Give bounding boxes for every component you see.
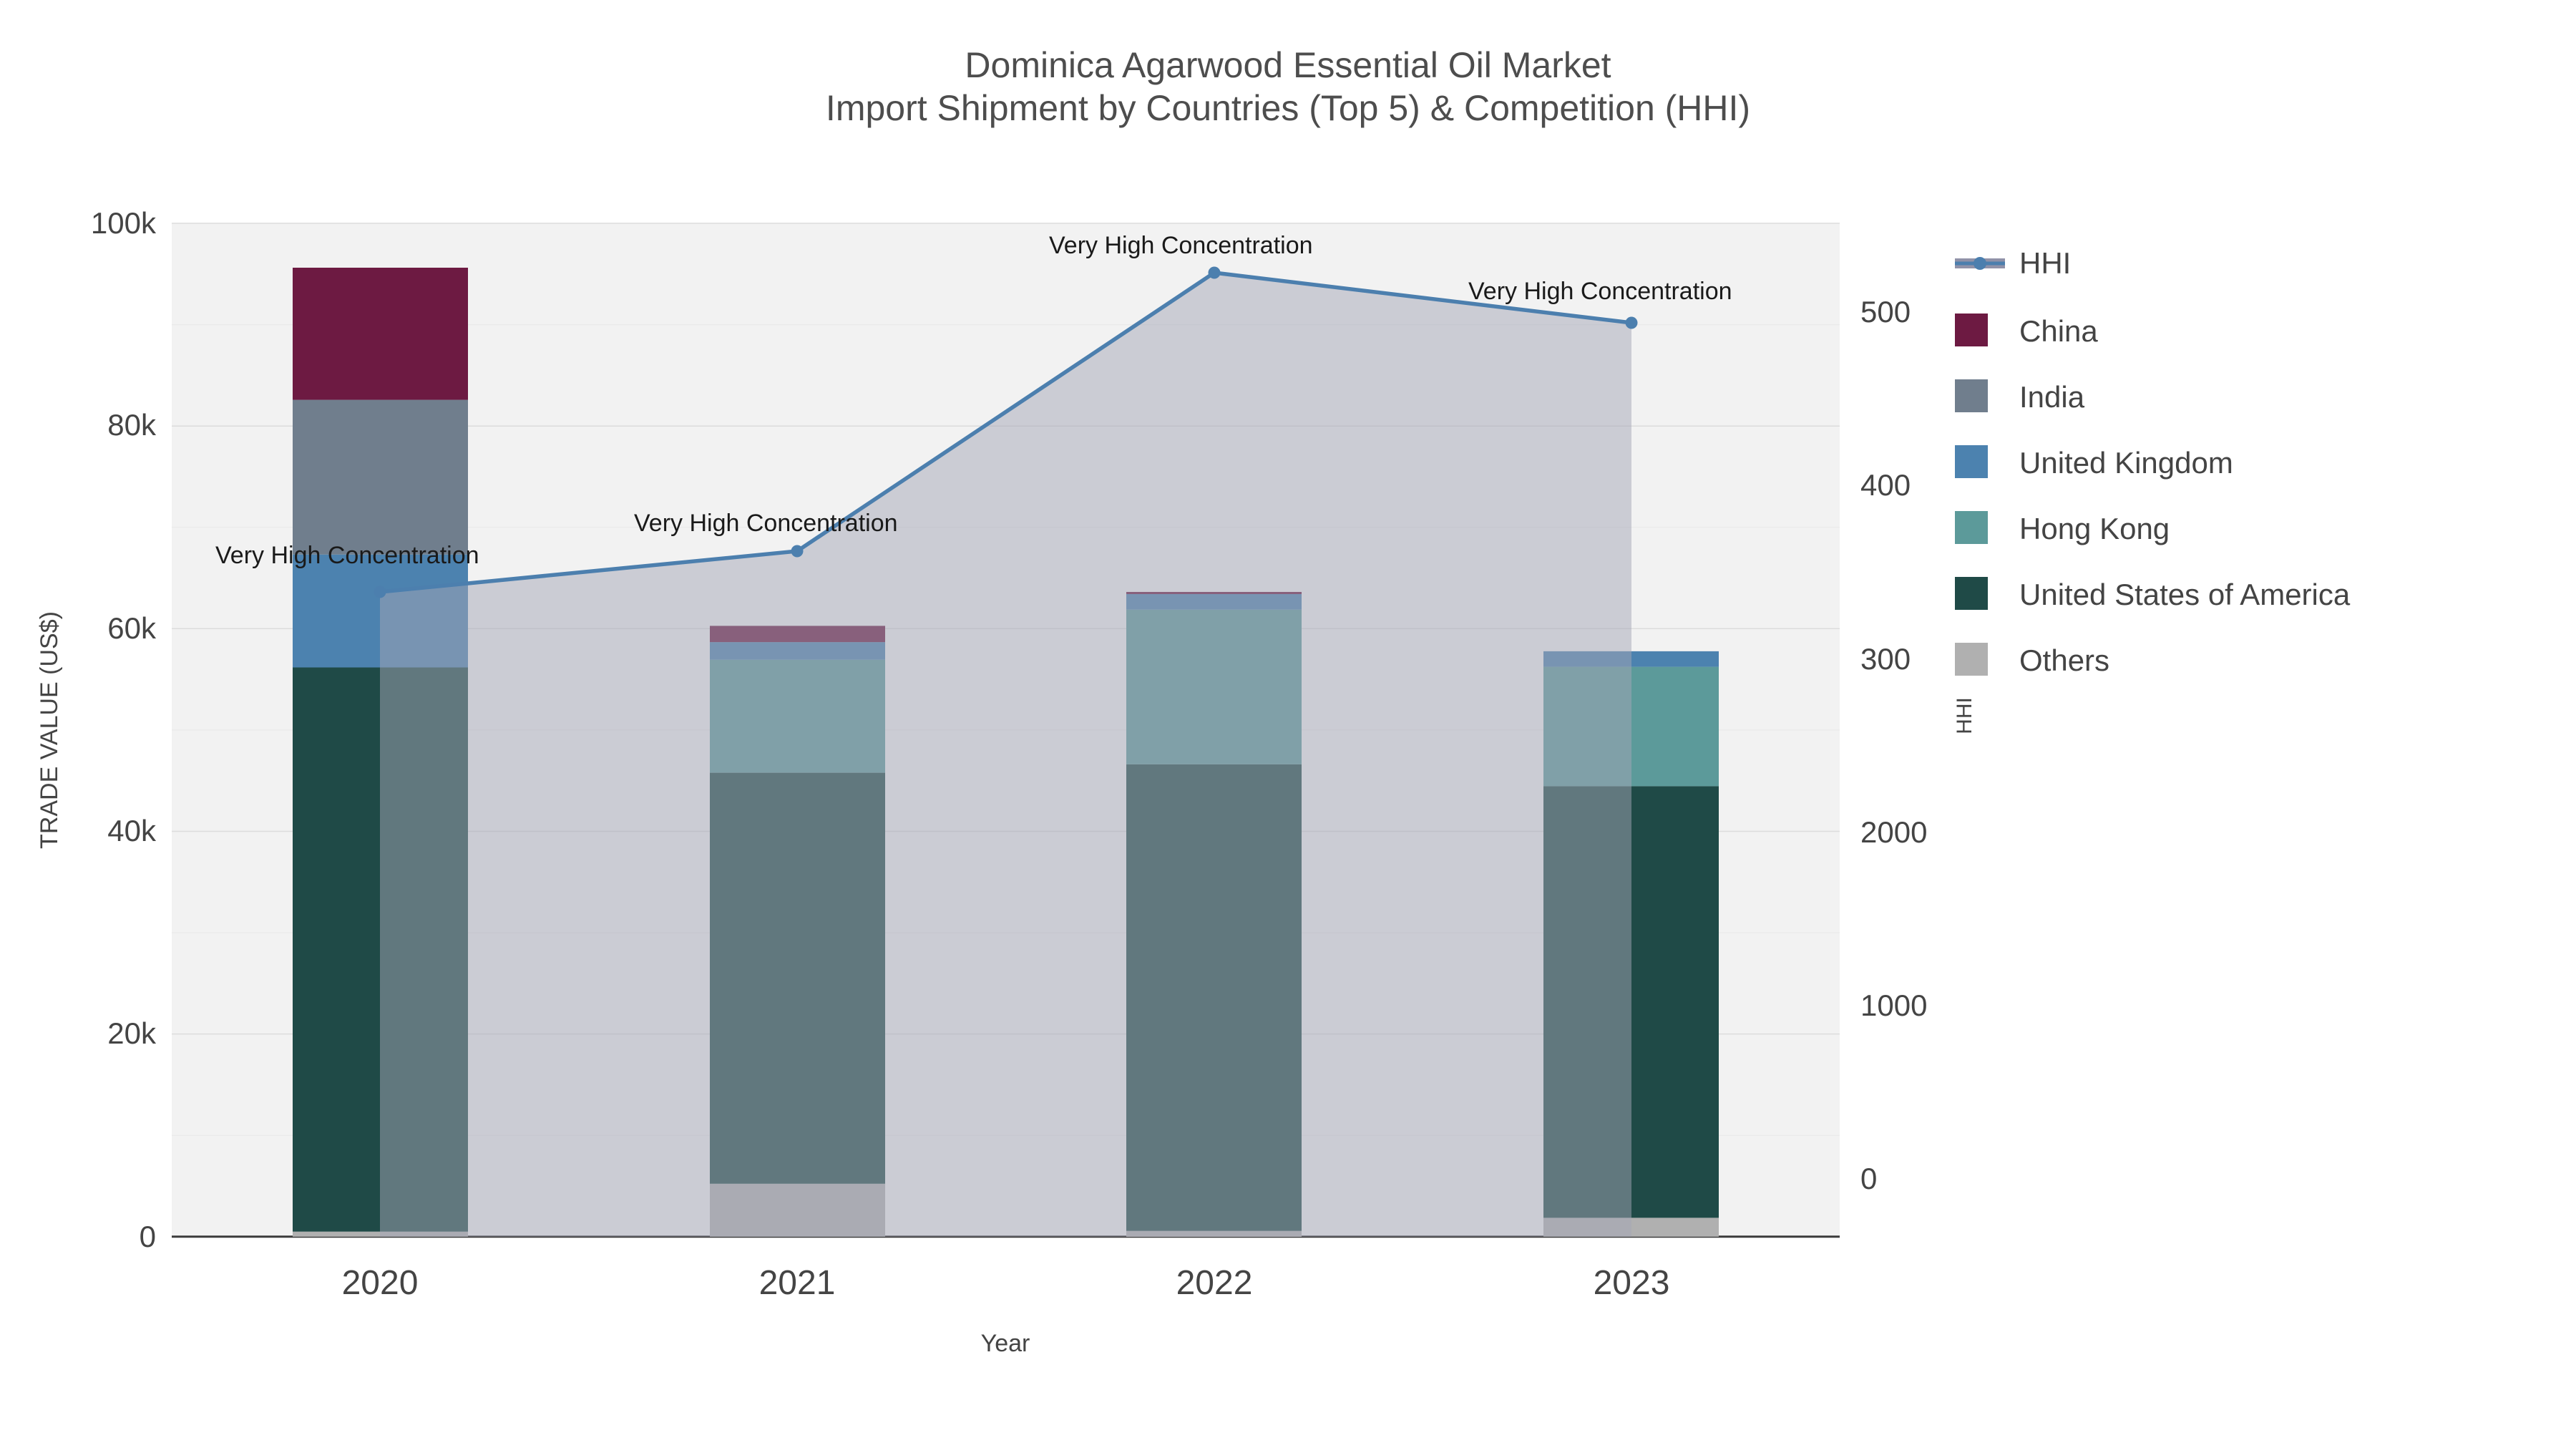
svg-text:20k: 20k [107,1016,157,1050]
svg-text:2020: 2020 [342,1264,419,1302]
svg-text:500: 500 [1860,295,1911,329]
svg-text:Very High Concentration: Very High Concentration [1049,232,1313,259]
svg-text:HHI: HHI [2019,246,2071,280]
svg-text:60k: 60k [107,611,157,645]
svg-text:TRADE VALUE (US$): TRADE VALUE (US$) [36,611,63,849]
svg-text:Very High Concentration: Very High Concentration [215,542,479,569]
svg-text:Dominica Agarwood Essential Oi: Dominica Agarwood Essential Oil Market [965,45,1611,85]
svg-text:2023: 2023 [1594,1264,1670,1302]
svg-text:Hong Kong: Hong Kong [2019,512,2170,545]
svg-text:300: 300 [1860,642,1911,676]
svg-text:2022: 2022 [1176,1264,1253,1302]
svg-text:United Kingdom: United Kingdom [2019,446,2233,480]
svg-text:0: 0 [140,1220,156,1253]
svg-text:0: 0 [1860,1162,1877,1195]
svg-text:Very High Concentration: Very High Concentration [1468,278,1732,305]
svg-text:Others: Others [2019,643,2109,677]
svg-text:Import Shipment by Countries (: Import Shipment by Countries (Top 5) & C… [826,88,1750,128]
svg-text:HHI: HHI [1953,697,1976,734]
svg-text:United States of America: United States of America [2019,578,2351,611]
svg-text:100k: 100k [91,206,157,240]
svg-text:2000: 2000 [1860,815,1927,849]
svg-text:India: India [2019,380,2085,414]
svg-text:Very High Concentration: Very High Concentration [634,510,898,537]
svg-text:40k: 40k [107,814,157,847]
svg-text:2021: 2021 [759,1264,836,1302]
svg-text:1000: 1000 [1860,988,1927,1022]
svg-text:80k: 80k [107,408,157,442]
svg-text:China: China [2019,314,2098,348]
svg-text:Year: Year [981,1330,1030,1357]
svg-text:400: 400 [1860,468,1911,502]
